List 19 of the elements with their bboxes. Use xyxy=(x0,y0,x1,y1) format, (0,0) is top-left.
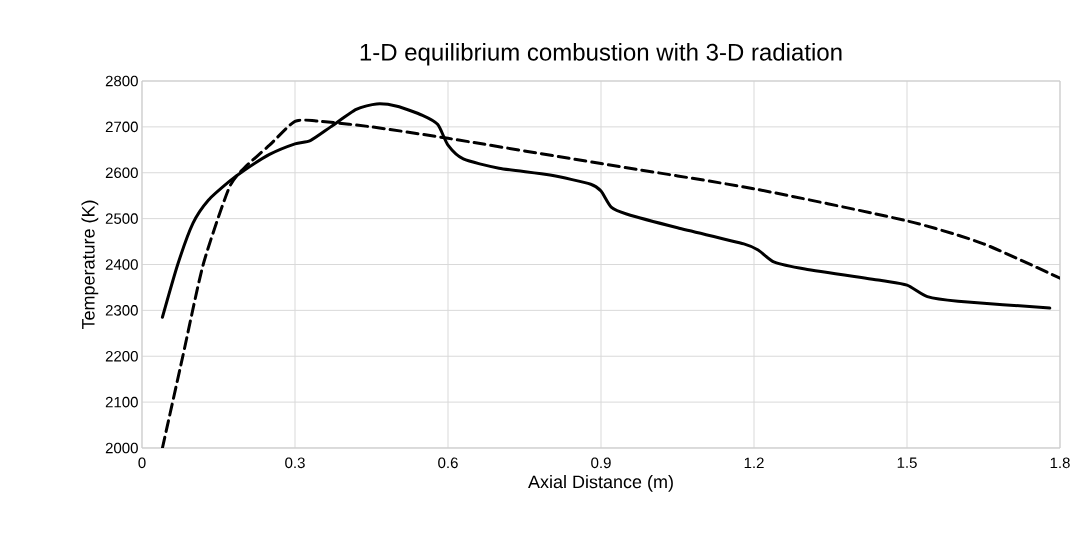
y-axis-title: Temperature (K) xyxy=(81,200,99,330)
y-tick-label: 2800 xyxy=(105,75,138,87)
x-tick-label: 1.8 xyxy=(1050,457,1070,469)
y-tick-label: 2300 xyxy=(105,305,138,316)
x-axis-title: Axial Distance (m) xyxy=(528,475,673,492)
y-tick-label: 2600 xyxy=(105,167,138,179)
y-tick-label: 2700 xyxy=(105,121,138,133)
y-tick-label: 2200 xyxy=(105,350,138,362)
x-tick-label: 0.3 xyxy=(285,457,305,469)
x-tick-label: 1.5 xyxy=(897,457,917,468)
x-tick-label: 0 xyxy=(138,457,146,469)
x-tick-label: 0.9 xyxy=(591,457,611,469)
chart-title: 1-D equilibrium combustion with 3-D radiation xyxy=(360,43,842,66)
x-tick-label: 0.6 xyxy=(438,457,458,469)
y-tick-label: 2500 xyxy=(105,213,138,224)
x-tick-label: 1.2 xyxy=(744,457,764,468)
y-tick-label: 2000 xyxy=(105,442,138,454)
y-tick-label: 2400 xyxy=(105,259,138,270)
y-tick-label: 2100 xyxy=(105,396,138,408)
